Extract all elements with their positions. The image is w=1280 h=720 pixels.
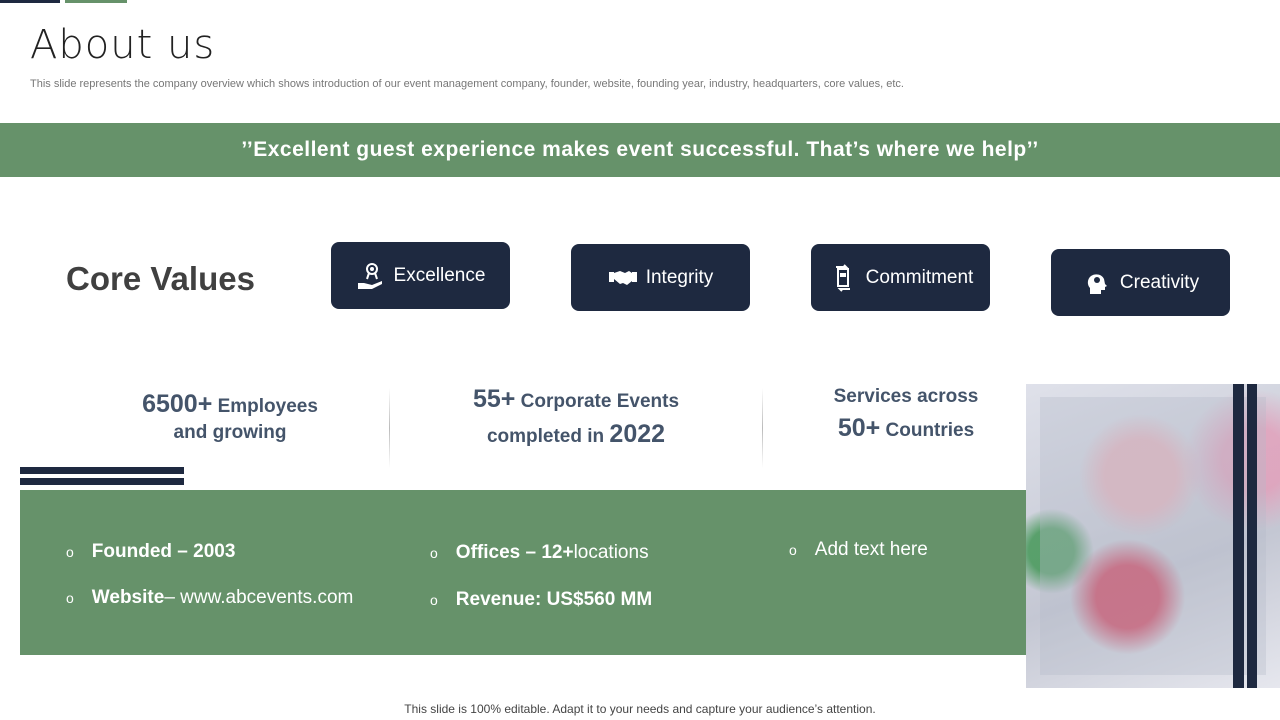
core-value-commitment: Commitment [811, 244, 990, 311]
stat-text: Employees [212, 396, 318, 417]
fact-text: Add text here [814, 539, 928, 560]
quote-banner: ’’Excellent guest experience makes event… [0, 123, 1280, 177]
stat-number: 55+ [472, 385, 516, 413]
bullet-icon: o [430, 592, 438, 608]
core-value-label: Creativity [1119, 271, 1200, 293]
fact-text: Website [91, 587, 165, 608]
stat-text: Corporate Events [515, 391, 680, 412]
core-value-creativity: Creativity [1051, 249, 1230, 316]
fact-value: locations [573, 542, 649, 563]
core-values-heading: Core Values [66, 260, 255, 297]
fact-extra: o Add text here [789, 539, 928, 561]
head-gear-icon [1087, 273, 1107, 294]
decor-stripe [1247, 384, 1257, 688]
award-hand-icon [357, 262, 382, 289]
divider [762, 388, 763, 468]
fact-text: Founded – 2003 [91, 541, 236, 562]
fact-offices: o Offices – 12+ locations [430, 542, 649, 564]
accent-bar-navy [0, 0, 60, 3]
stat-employees: 6500+ Employees and growing [100, 388, 360, 445]
bullet-icon: o [66, 590, 74, 606]
photo-overlay [1040, 397, 1266, 675]
fact-value: – www.abcevents.com [164, 587, 354, 608]
stat-countries: Services across 50+ Countries [806, 384, 1006, 446]
bullet-icon: o [789, 542, 797, 558]
stat-number: 50+ [837, 413, 881, 442]
bullet-icon: o [430, 545, 438, 561]
fact-founded: o Founded – 2003 [66, 541, 235, 563]
stat-number: 6500+ [142, 390, 213, 418]
commitment-cycle-icon [835, 263, 850, 292]
stat-number: 2022 [609, 420, 666, 448]
footer-note: This slide is 100% editable. Adapt it to… [404, 702, 876, 716]
accent-bar-green [65, 0, 127, 3]
core-value-integrity: Integrity [571, 244, 750, 311]
fact-text: Offices – 12+ [455, 542, 574, 563]
bullet-icon: o [66, 544, 74, 560]
core-value-label: Excellence [393, 264, 486, 286]
core-value-excellence: Excellence [331, 242, 510, 309]
facts-panel [20, 490, 1026, 655]
fact-website: o Website – www.abcevents.com [66, 587, 353, 609]
decor-bar [20, 478, 184, 485]
page-title: About us [30, 22, 216, 68]
divider [389, 388, 390, 468]
fact-text: Revenue: US$560 MM [455, 589, 653, 610]
core-value-label: Integrity [645, 266, 714, 288]
stat-text: completed in [486, 426, 610, 447]
fact-revenue: o Revenue: US$560 MM [430, 589, 652, 611]
stat-text: Services across [833, 386, 979, 407]
decor-bar [20, 467, 184, 474]
handshake-icon [608, 270, 637, 285]
page-subtitle: This slide represents the company overvi… [30, 78, 904, 90]
stat-text: and growing [173, 421, 287, 443]
stat-text: Countries [880, 419, 975, 441]
core-value-label: Commitment [865, 266, 974, 288]
stat-events: 55+ Corporate Events completed in 2022 [440, 382, 712, 452]
decor-stripe [1233, 384, 1244, 688]
